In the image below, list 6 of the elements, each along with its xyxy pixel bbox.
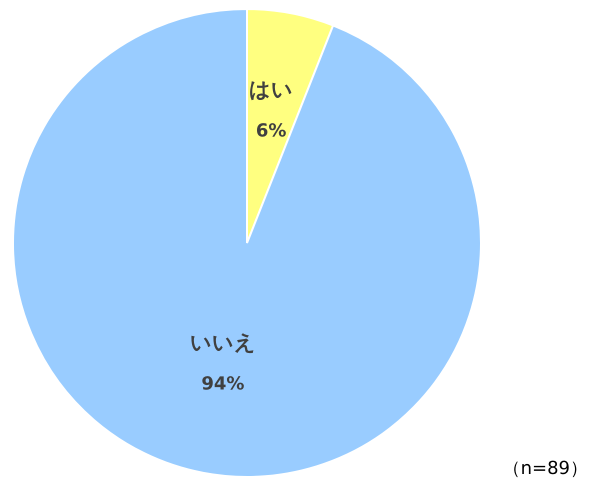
slice-label: いいえ: [190, 330, 256, 354]
pie-slice: [12, 8, 482, 478]
data-label: 94%: [201, 373, 244, 394]
text: （n=89）: [502, 458, 588, 479]
data-label: 6%: [256, 120, 286, 142]
slice-label: はい: [249, 78, 294, 102]
